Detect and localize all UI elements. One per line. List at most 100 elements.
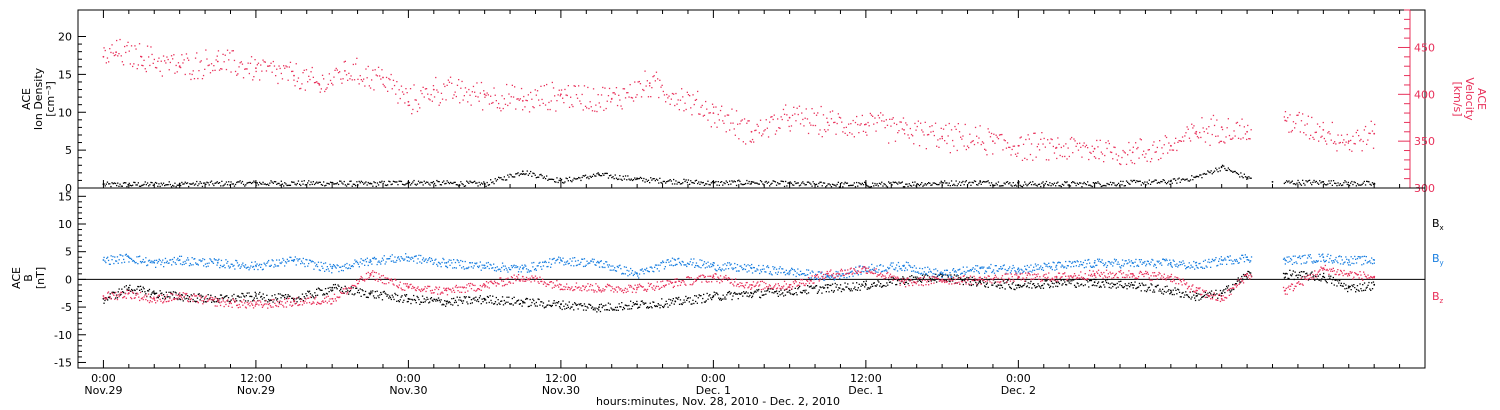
data-point — [996, 286, 998, 288]
data-point — [1340, 282, 1342, 284]
data-point — [132, 259, 135, 262]
data-point — [1153, 291, 1156, 293]
data-point — [815, 277, 818, 280]
data-point — [697, 265, 699, 267]
data-point — [262, 59, 264, 61]
data-point — [217, 182, 220, 184]
data-point — [281, 261, 283, 263]
data-point — [942, 274, 944, 276]
data-point — [836, 122, 838, 125]
data-point — [500, 300, 502, 302]
data-point — [375, 185, 377, 188]
data-point — [866, 134, 868, 136]
data-point — [764, 271, 766, 273]
data-point — [384, 263, 386, 265]
data-point — [688, 301, 690, 303]
data-point — [974, 126, 977, 129]
data-point — [470, 266, 473, 268]
data-point — [842, 131, 844, 133]
data-point — [929, 278, 932, 280]
data-point — [357, 289, 360, 291]
data-point — [153, 290, 155, 292]
data-point — [661, 182, 663, 184]
data-point — [637, 81, 639, 83]
data-point — [381, 257, 384, 259]
data-point — [985, 149, 987, 151]
data-point — [1033, 269, 1036, 271]
data-point — [255, 265, 257, 268]
data-point — [706, 292, 708, 295]
data-point — [500, 177, 502, 179]
data-point — [1283, 116, 1285, 118]
data-point — [1132, 179, 1134, 182]
data-point — [1096, 264, 1098, 266]
data-point — [713, 106, 715, 108]
data-point — [167, 184, 169, 186]
data-point — [869, 186, 871, 188]
data-point — [675, 263, 677, 266]
data-point — [499, 303, 501, 305]
data-point — [681, 183, 683, 185]
data-point — [311, 66, 313, 69]
data-point — [165, 62, 167, 64]
data-point — [765, 293, 767, 295]
data-point — [809, 122, 811, 124]
data-point — [950, 180, 953, 182]
data-point — [1049, 265, 1051, 268]
data-point — [1161, 264, 1163, 266]
data-point — [495, 180, 497, 182]
data-point — [478, 265, 481, 267]
data-point — [281, 183, 284, 185]
data-point — [315, 294, 317, 297]
data-point — [1079, 182, 1081, 184]
data-point — [572, 105, 574, 108]
data-point — [1030, 143, 1033, 145]
data-point — [622, 309, 624, 311]
data-point — [365, 68, 367, 70]
data-point — [138, 256, 140, 258]
data-point — [783, 289, 786, 291]
data-point — [138, 43, 141, 45]
data-point — [1171, 293, 1173, 296]
data-point — [378, 260, 380, 262]
data-point — [575, 264, 578, 267]
data-point — [1245, 275, 1247, 278]
data-point — [391, 88, 393, 90]
data-point — [355, 184, 357, 187]
data-point — [988, 266, 990, 268]
data-point — [686, 265, 688, 268]
data-point — [729, 180, 731, 182]
data-point — [539, 304, 541, 306]
data-point — [686, 299, 688, 301]
data-point — [550, 266, 552, 268]
data-point — [762, 133, 764, 135]
data-point — [411, 182, 413, 185]
data-point — [387, 184, 389, 186]
data-point — [301, 180, 303, 182]
data-point — [598, 306, 600, 308]
data-point — [725, 268, 727, 270]
data-point — [490, 179, 492, 181]
data-point — [906, 269, 908, 271]
data-point — [776, 273, 779, 275]
data-point — [251, 295, 253, 298]
data-point — [801, 292, 803, 294]
data-point — [1322, 181, 1325, 183]
data-point — [503, 98, 505, 100]
data-point — [517, 300, 519, 302]
data-point — [758, 264, 760, 267]
data-point — [937, 139, 939, 141]
data-point — [984, 286, 987, 288]
data-point — [151, 53, 153, 56]
data-point — [524, 173, 526, 176]
data-point — [364, 264, 366, 266]
data-point — [1286, 120, 1288, 122]
data-point — [660, 262, 662, 264]
data-point — [652, 301, 654, 303]
data-point — [376, 182, 379, 184]
data-point — [1218, 142, 1220, 144]
data-point — [686, 91, 688, 93]
data-point — [730, 292, 732, 294]
data-point — [594, 110, 596, 112]
data-point — [884, 269, 886, 272]
